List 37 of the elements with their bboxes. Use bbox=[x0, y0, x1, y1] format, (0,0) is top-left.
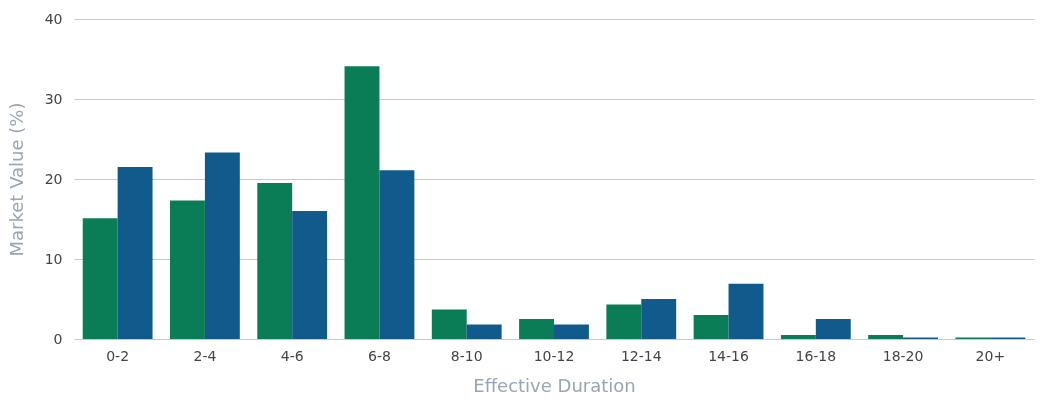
bar bbox=[379, 170, 415, 339]
y-tick-label: 20 bbox=[44, 170, 63, 187]
bar bbox=[606, 304, 642, 339]
bar bbox=[466, 324, 502, 339]
x-tick-label: 16-18 bbox=[795, 347, 837, 364]
bar bbox=[641, 299, 677, 339]
y-axis-title: Market Value (%) bbox=[5, 102, 27, 257]
x-tick-label: 8-10 bbox=[450, 347, 483, 364]
bar bbox=[554, 324, 589, 339]
bar bbox=[728, 283, 764, 339]
x-tick-label: 0-2 bbox=[106, 347, 130, 364]
x-tick-label: 12-14 bbox=[620, 347, 662, 364]
bar bbox=[170, 200, 205, 339]
bar bbox=[780, 335, 816, 339]
bar bbox=[117, 167, 153, 339]
x-tick-label: 14-16 bbox=[708, 347, 749, 364]
x-axis-title: Effective Duration bbox=[473, 374, 636, 396]
bar bbox=[519, 319, 554, 339]
y-tick-label: 10 bbox=[44, 250, 63, 267]
bar bbox=[292, 211, 328, 339]
x-tick-label: 6-8 bbox=[368, 347, 391, 364]
bar bbox=[693, 315, 729, 339]
bar bbox=[257, 183, 293, 339]
y-tick-label: 40 bbox=[44, 10, 63, 27]
bar bbox=[868, 335, 904, 339]
bar bbox=[815, 319, 851, 339]
y-tick-label: 0 bbox=[53, 330, 63, 347]
bar bbox=[344, 66, 380, 339]
x-tick-label: 2-4 bbox=[193, 347, 217, 364]
bar bbox=[204, 152, 240, 339]
x-tick-label: 18-20 bbox=[882, 347, 924, 364]
bar bbox=[82, 218, 118, 339]
bar bbox=[431, 309, 467, 339]
x-tick-label: 4-6 bbox=[280, 347, 304, 364]
x-tick-label: 10-12 bbox=[533, 347, 575, 364]
x-tick-label: 20+ bbox=[975, 347, 1006, 364]
y-tick-label: 30 bbox=[44, 90, 63, 107]
